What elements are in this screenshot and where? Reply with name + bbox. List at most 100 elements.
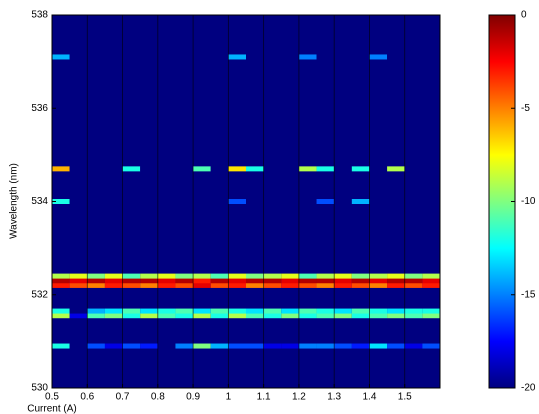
heat-cell: [351, 166, 370, 172]
heat-cell: [316, 166, 335, 172]
heat-cell: [387, 54, 405, 60]
heat-cell: [387, 282, 405, 288]
heat-cell: [246, 343, 264, 349]
heat-cell: [246, 308, 264, 314]
heat-cell: [334, 282, 352, 288]
heat-cell: [175, 54, 194, 60]
heat-cell: [210, 308, 229, 314]
heat-cell: [157, 282, 176, 288]
heat-cell: [263, 313, 282, 319]
heat-cell: [104, 166, 123, 172]
colorbar-tick-label: -5: [521, 103, 530, 114]
heat-cell: [298, 343, 317, 349]
heat-cell: [122, 54, 141, 60]
y-axis-label: Wavelength (nm): [9, 163, 20, 239]
heat-cell: [157, 313, 176, 319]
heat-cell: [104, 282, 123, 288]
heat-cell: [104, 273, 123, 279]
heat-cell: [175, 166, 194, 172]
heat-cell: [122, 308, 141, 314]
heat-cell: [387, 278, 405, 284]
heat-cell: [351, 343, 370, 349]
heat-cell: [316, 278, 335, 284]
heat-cell: [281, 343, 299, 349]
heat-cell: [404, 282, 423, 288]
colorbar-tick-label: -10: [521, 196, 536, 207]
heat-cell: [281, 54, 299, 60]
heat-cell: [193, 278, 211, 284]
heat-cell: [351, 282, 370, 288]
heat-cell: [210, 54, 229, 60]
heat-cell: [422, 273, 440, 279]
heat-cell: [69, 278, 88, 284]
heat-cell: [334, 199, 352, 204]
heat-cell: [104, 308, 123, 314]
heat-cell: [404, 54, 423, 60]
heat-cell: [87, 308, 105, 314]
heat-cell: [387, 166, 405, 172]
heat-cell: [140, 343, 158, 349]
heat-cell: [104, 54, 123, 60]
heat-cell: [422, 54, 440, 60]
heat-cell: [122, 282, 141, 288]
heat-cell: [263, 199, 282, 204]
heat-cell: [210, 273, 229, 279]
heat-cell: [263, 273, 282, 279]
heat-cell: [210, 166, 229, 172]
heat-cell: [298, 54, 317, 60]
heat-cell: [157, 166, 176, 172]
heat-cell: [87, 199, 105, 204]
y-tick-label: 534: [31, 196, 48, 207]
heat-cell: [122, 343, 141, 349]
heat-cell: [69, 273, 88, 279]
heat-cell: [193, 308, 211, 314]
heat-cell: [246, 199, 264, 204]
heat-cell: [334, 278, 352, 284]
heat-cell: [369, 166, 388, 172]
heat-cell: [69, 166, 88, 172]
heat-cell: [228, 313, 246, 319]
heat-cell: [316, 199, 335, 204]
heat-cell: [122, 278, 141, 284]
heat-cell: [228, 54, 246, 60]
y-tick-label: 530: [31, 383, 48, 394]
heat-cell: [52, 282, 70, 288]
heat-cell: [387, 199, 405, 204]
heat-cell: [193, 166, 211, 172]
heat-cell: [281, 278, 299, 284]
heat-cell: [122, 273, 141, 279]
heat-cell: [334, 343, 352, 349]
heat-cell: [193, 313, 211, 319]
colorbar-tick-label: -15: [521, 289, 536, 300]
heat-cell: [175, 273, 194, 279]
heat-cell: [52, 166, 70, 172]
heat-cell: [69, 343, 88, 349]
heat-cell: [263, 166, 282, 172]
heat-cell: [263, 282, 282, 288]
heat-cell: [193, 54, 211, 60]
heat-cell: [228, 278, 246, 284]
x-tick-label: 1.5: [398, 392, 412, 403]
heat-cell: [193, 343, 211, 349]
heat-cell: [175, 278, 194, 284]
heat-cell: [369, 54, 388, 60]
heat-cell: [404, 343, 423, 349]
heat-cell: [210, 282, 229, 288]
heat-cell: [228, 166, 246, 172]
heat-cell: [52, 278, 70, 284]
heat-cell: [69, 54, 88, 60]
heat-cell: [87, 273, 105, 279]
heat-cell: [52, 308, 70, 314]
heat-cell: [140, 282, 158, 288]
heat-cell: [175, 308, 194, 314]
heat-cell: [193, 282, 211, 288]
heat-cell: [69, 313, 88, 319]
heat-cell: [281, 273, 299, 279]
heat-cell: [193, 199, 211, 204]
heat-cell: [316, 308, 335, 314]
heat-cell: [246, 273, 264, 279]
heat-cell: [298, 313, 317, 319]
heat-cell: [369, 278, 388, 284]
y-tick-label: 536: [31, 103, 48, 114]
heat-cell: [104, 313, 123, 319]
